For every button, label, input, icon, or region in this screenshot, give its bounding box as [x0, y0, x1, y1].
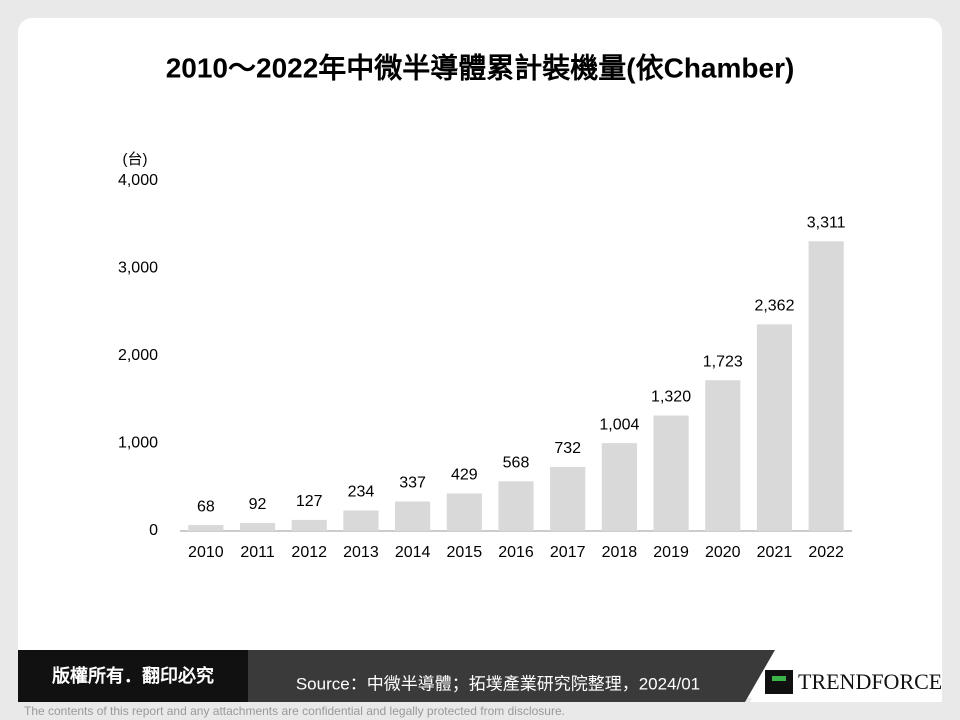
bar: [705, 380, 741, 531]
bar: [291, 519, 327, 531]
bar: [188, 525, 224, 531]
bar: [808, 241, 844, 531]
value-label: 92: [249, 496, 267, 513]
x-tick-label: 2016: [498, 544, 534, 561]
value-label: 732: [554, 440, 581, 457]
chart-title: 2010～2022年中微半導體累計裝機量(依Chamber): [166, 51, 795, 83]
value-label: 234: [348, 484, 375, 501]
x-tick-label: 2011: [240, 544, 275, 561]
bar: [601, 443, 637, 531]
logo-area: [750, 642, 942, 702]
value-label: 568: [503, 455, 530, 472]
x-tick-label: 2021: [757, 544, 793, 561]
value-label: 2,362: [754, 298, 794, 315]
copyright-box: [18, 650, 248, 702]
bar: [446, 493, 482, 531]
x-tick-label: 2010: [188, 544, 224, 561]
bar: [498, 481, 534, 531]
bar: [756, 324, 793, 531]
x-tick-label: 2020: [705, 544, 741, 561]
copyright: 版權所有．翻印必究: [52, 665, 214, 686]
x-tick-label: 2015: [447, 544, 483, 561]
bar: [239, 522, 276, 531]
y-tick-label: 1,000: [118, 435, 158, 452]
x-tick-label: 2018: [602, 544, 638, 561]
y-axis-label: (台): [123, 151, 148, 168]
value-label: 429: [451, 467, 478, 484]
disclaimer: The contents of this report and any atta…: [24, 704, 565, 718]
y-tick-label: 0: [149, 522, 158, 539]
x-tick-label: 2019: [653, 544, 689, 561]
x-tick-label: 2014: [395, 544, 431, 561]
value-label: 337: [399, 475, 426, 492]
y-tick-label: 4,000: [118, 172, 158, 189]
bar: [343, 510, 379, 531]
value-label: 127: [296, 493, 323, 510]
x-tick-label: 2013: [343, 544, 379, 561]
y-tick-label: 3,000: [118, 260, 158, 277]
x-tick-label: 2022: [808, 544, 844, 561]
logo-icon: [765, 670, 793, 694]
y-tick-label: 2,000: [118, 347, 158, 364]
value-label: 68: [197, 498, 215, 515]
value-label: 1,723: [703, 353, 743, 370]
bar: [395, 501, 431, 531]
bar: [653, 415, 689, 531]
value-label: 3,311: [807, 215, 846, 232]
x-tick-label: 2017: [550, 544, 586, 561]
x-tick-label: 2012: [291, 544, 327, 561]
source: Source：中微半導體；拓墣產業研究院整理，2024/01: [296, 674, 700, 693]
value-label: 1,320: [651, 389, 691, 406]
value-label: 1,004: [599, 416, 639, 433]
logo-icon-bar: [772, 676, 786, 681]
logo-text: TRENDFORCE: [798, 669, 942, 694]
bar: [550, 466, 586, 531]
